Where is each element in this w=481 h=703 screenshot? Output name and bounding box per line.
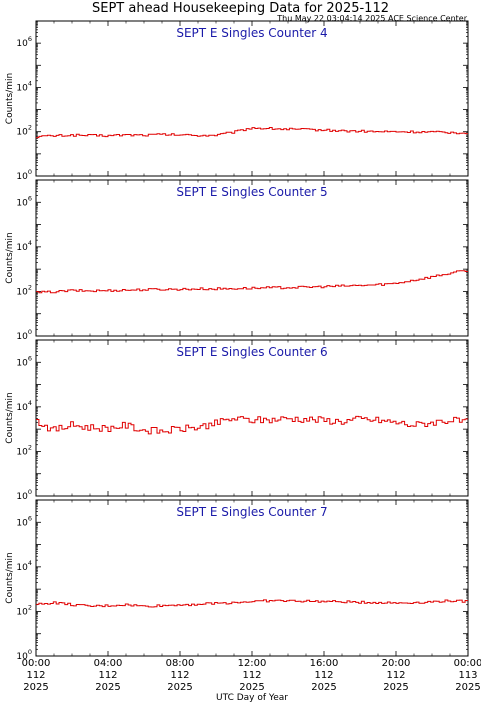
y-tick-label: 106 [16, 35, 32, 49]
y-tick-mantissa: 10 [16, 172, 28, 182]
y-tick-exponent: 2 [28, 443, 32, 451]
y-tick-mantissa: 10 [16, 198, 28, 208]
y-tick-label: 100 [16, 648, 32, 662]
y-tick-label: 100 [16, 168, 32, 182]
panel-title: SEPT E Singles Counter 4 [176, 26, 327, 40]
x-tick-label: 2025 [23, 682, 48, 693]
y-tick-label: 100 [16, 488, 32, 502]
y-tick-exponent: 2 [28, 603, 32, 611]
y-tick-label: 102 [16, 283, 32, 297]
y-tick-mantissa: 10 [16, 332, 28, 342]
x-tick-label: 2025 [383, 682, 408, 693]
y-tick-mantissa: 10 [16, 607, 28, 617]
y-tick-mantissa: 10 [16, 243, 28, 253]
y-axis-label: Counts/min [5, 552, 15, 603]
y-tick-label: 102 [16, 603, 32, 617]
y-tick-exponent: 6 [28, 514, 32, 522]
x-tick-label: 113 [458, 670, 477, 681]
x-tick-label: 112 [242, 670, 261, 681]
y-tick-exponent: 6 [28, 35, 32, 43]
timestamp: Thu May 22 03:04:14 2025 ACE Science Cen… [277, 14, 467, 23]
x-tick-label: 112 [26, 670, 45, 681]
chart-title: SEPT ahead Housekeeping Data for 2025-11… [92, 1, 389, 16]
y-tick-exponent: 6 [28, 194, 32, 202]
x-tick-label: 112 [314, 670, 333, 681]
y-tick-mantissa: 10 [16, 652, 28, 662]
y-tick-exponent: 0 [28, 488, 32, 496]
series-line [36, 127, 468, 139]
y-tick-label: 102 [16, 124, 32, 138]
y-tick-mantissa: 10 [16, 287, 28, 297]
y-tick-label: 104 [16, 239, 32, 253]
y-tick-exponent: 0 [28, 168, 32, 176]
x-axis-labels: 00:00112202504:00112202508:00112202512:0… [22, 658, 481, 703]
x-tick-label: 2025 [167, 682, 192, 693]
y-tick-label: 106 [16, 514, 32, 528]
y-tick-exponent: 2 [28, 124, 32, 132]
y-axis-label: Counts/min [5, 232, 15, 283]
plot-frame [35, 20, 469, 177]
plot-frame [35, 499, 469, 657]
series-line [36, 599, 468, 608]
y-tick-label: 106 [16, 354, 32, 368]
x-tick-label: 2025 [239, 682, 264, 693]
y-tick-exponent: 6 [28, 354, 32, 362]
y-tick-exponent: 2 [28, 283, 32, 291]
y-tick-exponent: 4 [28, 559, 32, 567]
x-tick-label: 08:00 [166, 658, 195, 669]
y-tick-mantissa: 10 [16, 83, 28, 93]
panel-title: SEPT E Singles Counter 5 [176, 185, 327, 199]
x-tick-label: 2025 [311, 682, 336, 693]
panel-title: SEPT E Singles Counter 7 [176, 505, 327, 519]
y-tick-mantissa: 10 [16, 39, 28, 49]
y-axis-label: Counts/min [5, 392, 15, 443]
panel-title: SEPT E Singles Counter 6 [176, 345, 327, 359]
y-tick-label: 104 [16, 559, 32, 573]
x-tick-label: 00:00 [454, 658, 481, 669]
y-tick-mantissa: 10 [16, 492, 28, 502]
y-tick-exponent: 4 [28, 399, 32, 407]
y-axis-label: Counts/min [5, 73, 15, 124]
x-tick-label: 112 [386, 670, 405, 681]
y-tick-mantissa: 10 [16, 403, 28, 413]
plot-frame [35, 179, 469, 337]
x-tick-label: 2025 [95, 682, 120, 693]
x-tick-label: 2025 [455, 682, 480, 693]
y-tick-label: 100 [16, 328, 32, 342]
y-tick-label: 102 [16, 443, 32, 457]
y-tick-mantissa: 10 [16, 128, 28, 138]
x-tick-label: 12:00 [238, 658, 267, 669]
y-tick-label: 106 [16, 194, 32, 208]
plot-frame [35, 339, 469, 497]
y-tick-mantissa: 10 [16, 447, 28, 457]
x-tick-label: 16:00 [310, 658, 339, 669]
y-tick-label: 104 [16, 399, 32, 413]
x-tick-label: 112 [98, 670, 117, 681]
y-tick-mantissa: 10 [16, 358, 28, 368]
series-line [36, 415, 468, 435]
x-tick-label: 20:00 [382, 658, 411, 669]
y-tick-exponent: 4 [28, 239, 32, 247]
y-tick-mantissa: 10 [16, 518, 28, 528]
series-line [36, 270, 468, 294]
x-tick-label: 00:00 [22, 658, 51, 669]
x-axis-label: UTC Day of Year [216, 693, 288, 703]
x-tick-label: 04:00 [94, 658, 123, 669]
y-tick-mantissa: 10 [16, 563, 28, 573]
x-tick-label: 112 [170, 670, 189, 681]
y-tick-exponent: 0 [28, 648, 32, 656]
y-tick-exponent: 0 [28, 328, 32, 336]
y-tick-label: 104 [16, 79, 32, 93]
y-tick-exponent: 4 [28, 79, 32, 87]
